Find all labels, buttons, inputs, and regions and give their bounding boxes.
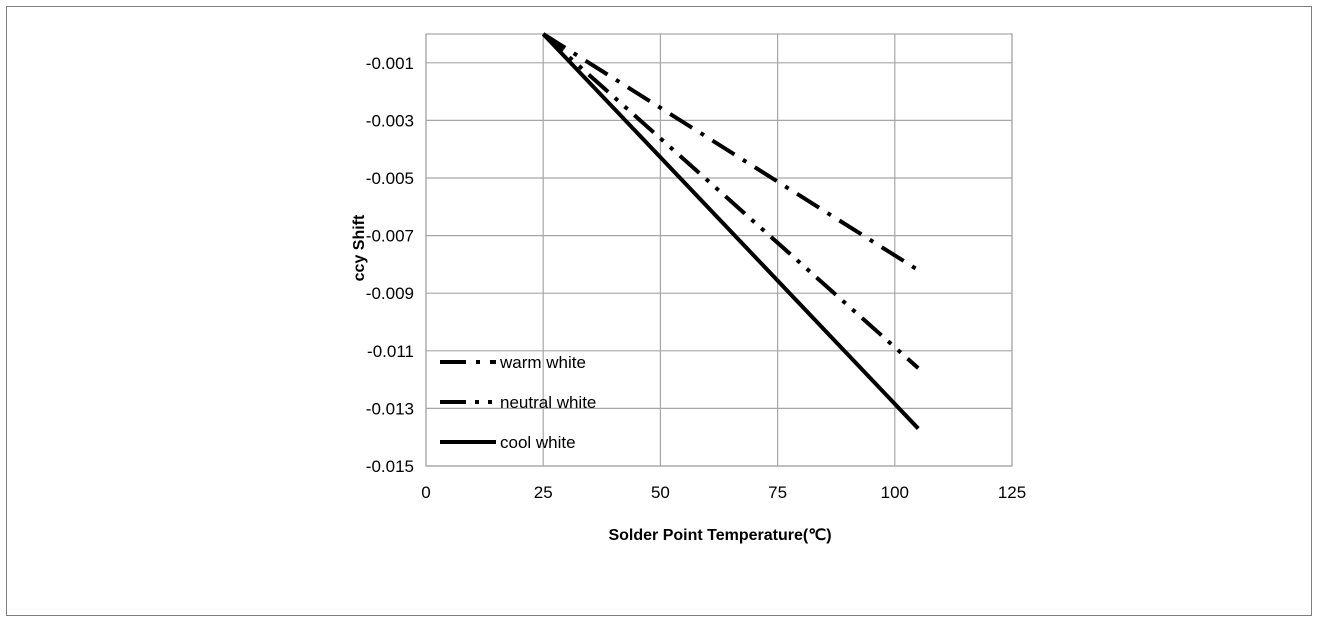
y-tick-label: -0.001 — [366, 54, 414, 73]
series-line-neutral-white — [541, 32, 920, 370]
series-line-cool-white — [541, 32, 920, 430]
y-axis-title: ccy Shift — [351, 214, 368, 281]
series-layer — [541, 32, 920, 430]
y-tick-label: -0.011 — [367, 342, 414, 361]
legend-label-neutral-white: neutral white — [500, 393, 596, 412]
y-tick-label: -0.009 — [366, 284, 414, 303]
x-tick-label: 25 — [534, 483, 553, 502]
y-tick-label: -0.007 — [366, 227, 414, 246]
series-line-warm-white — [542, 32, 920, 272]
tick-labels: 0 25 50 75 100 125 -0.001 -0.003 -0.005 -0.007 -0.… — [366, 54, 1026, 502]
y-tick-label: -0.005 — [366, 169, 414, 188]
x-tick-label: 0 — [421, 483, 430, 502]
x-tick-label: 125 — [998, 483, 1026, 502]
legend: warm white neutral white cool white — [440, 353, 596, 452]
x-tick-label: 75 — [768, 483, 787, 502]
x-axis-title: Solder Point Temperature(℃) — [608, 527, 831, 544]
legend-label-cool-white: cool white — [500, 433, 576, 452]
y-tick-label: -0.003 — [366, 111, 414, 130]
x-tick-label: 50 — [651, 483, 670, 502]
grid-lines — [425, 33, 1013, 467]
legend-label-warm-white: warm white — [499, 353, 586, 372]
x-tick-label: 100 — [881, 483, 909, 502]
y-tick-label: -0.015 — [366, 457, 414, 476]
y-tick-label: -0.013 — [366, 399, 414, 418]
